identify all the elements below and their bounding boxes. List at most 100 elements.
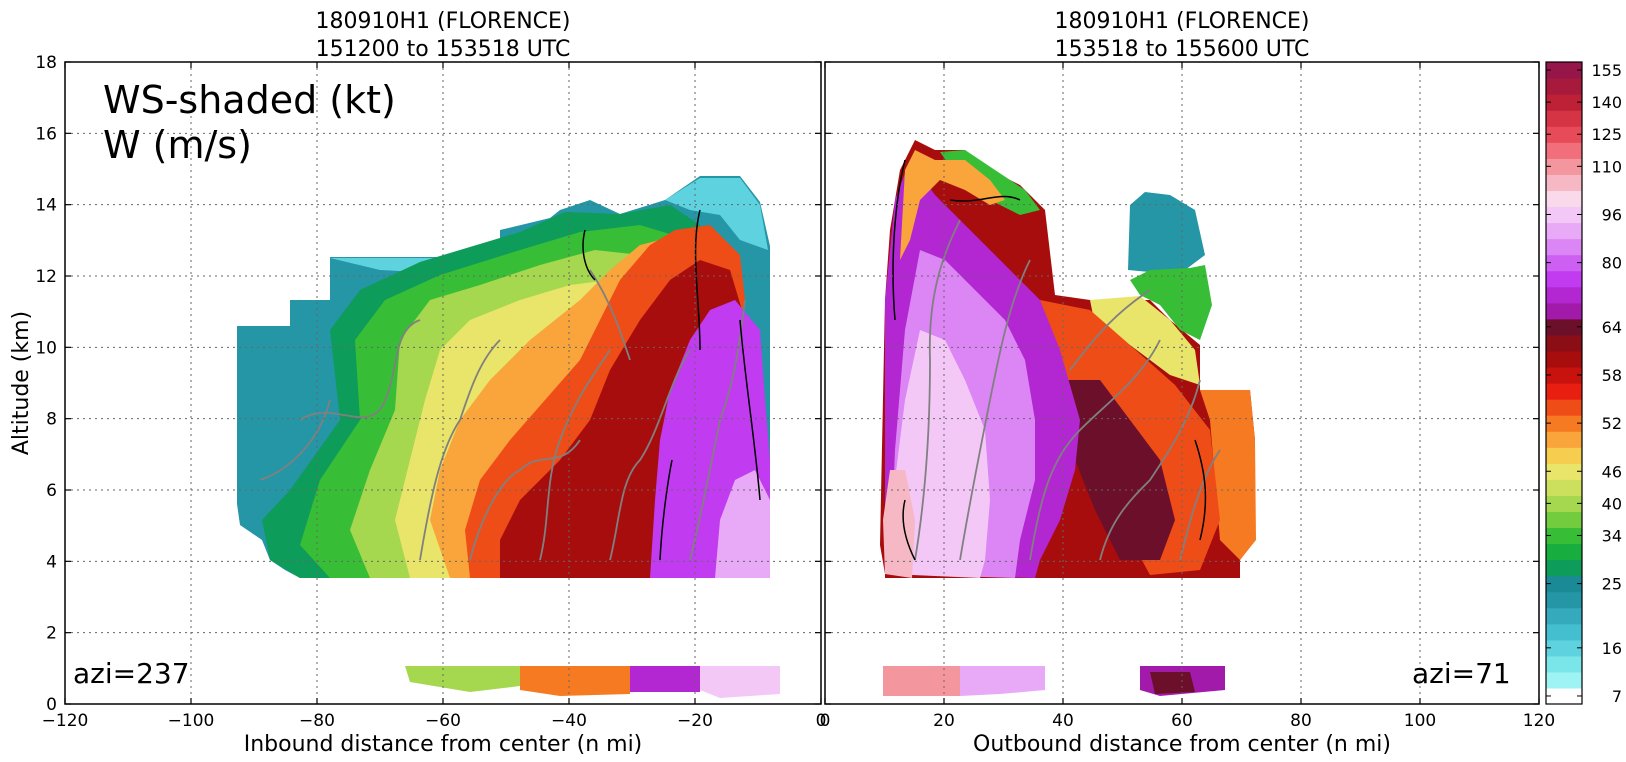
y-tick-label: 12 bbox=[35, 267, 57, 287]
right-shade-lowstrip-right2 bbox=[1150, 672, 1195, 694]
colorbar-swatch bbox=[1546, 671, 1582, 689]
x-tick-label: −20 bbox=[677, 711, 713, 731]
colorbar-tick-label: 7 bbox=[1612, 687, 1622, 706]
right-shade-green-tower bbox=[1130, 265, 1212, 340]
y-tick-label: 18 bbox=[35, 53, 57, 73]
x-tick-label: 60 bbox=[1171, 711, 1193, 731]
colorbar-tick-label: 64 bbox=[1602, 318, 1622, 337]
y-tick-label: 6 bbox=[46, 481, 57, 501]
colorbar-swatch bbox=[1546, 511, 1582, 529]
colorbar: 7 16 25 34 40 46 52 58 64 80 96 110 125 140 155 bbox=[1545, 61, 1622, 706]
left-w-contours-black bbox=[582, 209, 761, 561]
colorbar-swatch bbox=[1546, 286, 1582, 304]
y-tick-label: 16 bbox=[35, 124, 57, 144]
left-shade-lightpurple bbox=[715, 470, 770, 578]
right-shade-pink bbox=[890, 330, 990, 578]
right-xlabel: Outbound distance from center (n mi) bbox=[973, 732, 1391, 757]
right-azimuth-label: azi=71 bbox=[1412, 657, 1511, 690]
colorbar-swatch bbox=[1546, 479, 1582, 496]
colorbar-swatch bbox=[1546, 270, 1582, 288]
left-ticks: −120 −100 −80 −60 −40 −20 0 0 2 4 6 8 10 12 14 16 18 bbox=[35, 53, 826, 731]
colorbar-swatch bbox=[1546, 527, 1582, 545]
left-shade-lowstrip bbox=[405, 666, 520, 692]
colorbar-swatch bbox=[1546, 62, 1582, 79]
colorbar-swatch bbox=[1546, 206, 1582, 224]
colorbar-ticks: 7 16 25 34 40 46 52 58 64 80 96 110 125 140 155 bbox=[1546, 61, 1622, 706]
right-shade-yellow-tower bbox=[1090, 296, 1200, 385]
colorbar-swatch bbox=[1546, 543, 1582, 561]
left-wind-shading bbox=[237, 176, 780, 698]
left-grid bbox=[65, 62, 821, 704]
left-shade-lowstrip-purple bbox=[630, 666, 700, 692]
colorbar-tick-label: 110 bbox=[1591, 157, 1622, 176]
colorbar-swatch bbox=[1546, 126, 1582, 143]
x-tick-label: −40 bbox=[551, 711, 587, 731]
x-tick-label: 0 bbox=[816, 711, 827, 731]
right-w-contours-black bbox=[892, 159, 1207, 561]
colorbar-swatch bbox=[1546, 334, 1582, 352]
colorbar-swatch bbox=[1546, 174, 1582, 191]
x-tick-label: 40 bbox=[1052, 711, 1074, 731]
right-wind-shading bbox=[880, 140, 1256, 696]
colorbar-swatch bbox=[1546, 254, 1582, 272]
x-tick-label: 20 bbox=[933, 711, 955, 731]
left-shade-cyan2 bbox=[665, 178, 768, 250]
left-azimuth-label: azi=237 bbox=[73, 657, 190, 690]
y-tick-label: 0 bbox=[46, 695, 57, 715]
right-shade-lowstrip-left bbox=[883, 666, 960, 696]
colorbar-swatch bbox=[1546, 366, 1582, 384]
colorbar-swatch bbox=[1546, 447, 1582, 464]
right-shade-lowstrip-left2 bbox=[960, 666, 1045, 696]
left-shade-lowstrip-pink bbox=[700, 666, 780, 698]
colorbar-swatch bbox=[1546, 463, 1582, 480]
colorbar-swatch bbox=[1546, 110, 1582, 127]
colorbar-swatch bbox=[1546, 415, 1582, 432]
annotation-w: W (m/s) bbox=[103, 123, 252, 167]
colorbar-tick-label: 40 bbox=[1602, 494, 1622, 513]
colorbar-tick-label: 58 bbox=[1602, 366, 1622, 385]
colorbar-tick-label: 52 bbox=[1602, 414, 1622, 433]
colorbar-frame bbox=[1545, 61, 1583, 705]
right-grid bbox=[825, 62, 1539, 704]
colorbar-tick-label: 46 bbox=[1602, 462, 1622, 481]
y-tick-label: 2 bbox=[46, 624, 57, 644]
right-shade-orange-right bbox=[1200, 390, 1256, 560]
right-shade-orange-top bbox=[900, 150, 1005, 260]
colorbar-swatch bbox=[1546, 78, 1582, 95]
left-panel: −120 −100 −80 −60 −40 −20 0 0 2 4 6 8 10 12 14 16 18 180… bbox=[9, 9, 826, 757]
left-shade-lowstrip-orange bbox=[520, 666, 630, 696]
colorbar-swatch bbox=[1546, 687, 1582, 705]
right-panel: 0 20 40 60 80 100 120 180910H1 (FLORENCE) 1535… bbox=[820, 9, 1556, 757]
x-tick-label: 100 bbox=[1404, 711, 1436, 731]
colorbar-swatch bbox=[1546, 655, 1582, 673]
colorbar-swatch bbox=[1546, 158, 1582, 175]
right-shade-pinkred bbox=[883, 470, 915, 578]
right-w-contours bbox=[914, 219, 1221, 561]
annotation-ws-shaded: WS-shaded (kt) bbox=[103, 78, 396, 122]
y-tick-label: 10 bbox=[35, 338, 57, 358]
colorbar-tick-label: 155 bbox=[1591, 61, 1622, 80]
right-shade-darkred-mid bbox=[1060, 380, 1175, 560]
colorbar-tick-label: 96 bbox=[1602, 205, 1622, 224]
colorbar-swatch bbox=[1546, 591, 1582, 609]
colorbar-tick-label: 80 bbox=[1602, 254, 1622, 273]
colorbar-swatch bbox=[1546, 559, 1582, 577]
y-tick-label: 14 bbox=[35, 196, 57, 216]
colorbar-swatch bbox=[1546, 142, 1582, 159]
x-tick-label: −80 bbox=[299, 711, 335, 731]
left-title-line1: 180910H1 (FLORENCE) bbox=[315, 9, 570, 34]
x-tick-label: 80 bbox=[1290, 711, 1312, 731]
left-w-contours bbox=[259, 269, 746, 561]
colorbar-tick-label: 16 bbox=[1602, 639, 1622, 658]
colorbar-swatch bbox=[1546, 639, 1582, 657]
colorbar-swatch bbox=[1546, 575, 1582, 593]
colorbar-swatch bbox=[1546, 607, 1582, 625]
right-shade-teal-tower bbox=[1128, 192, 1205, 272]
colorbar-swatch bbox=[1546, 222, 1582, 240]
colorbar-tick-label: 25 bbox=[1602, 575, 1622, 594]
colorbar-swatch bbox=[1546, 623, 1582, 641]
colorbar-swatch bbox=[1546, 190, 1582, 208]
x-tick-label: −100 bbox=[168, 711, 215, 731]
right-ticks: 0 20 40 60 80 100 120 bbox=[820, 61, 1555, 731]
